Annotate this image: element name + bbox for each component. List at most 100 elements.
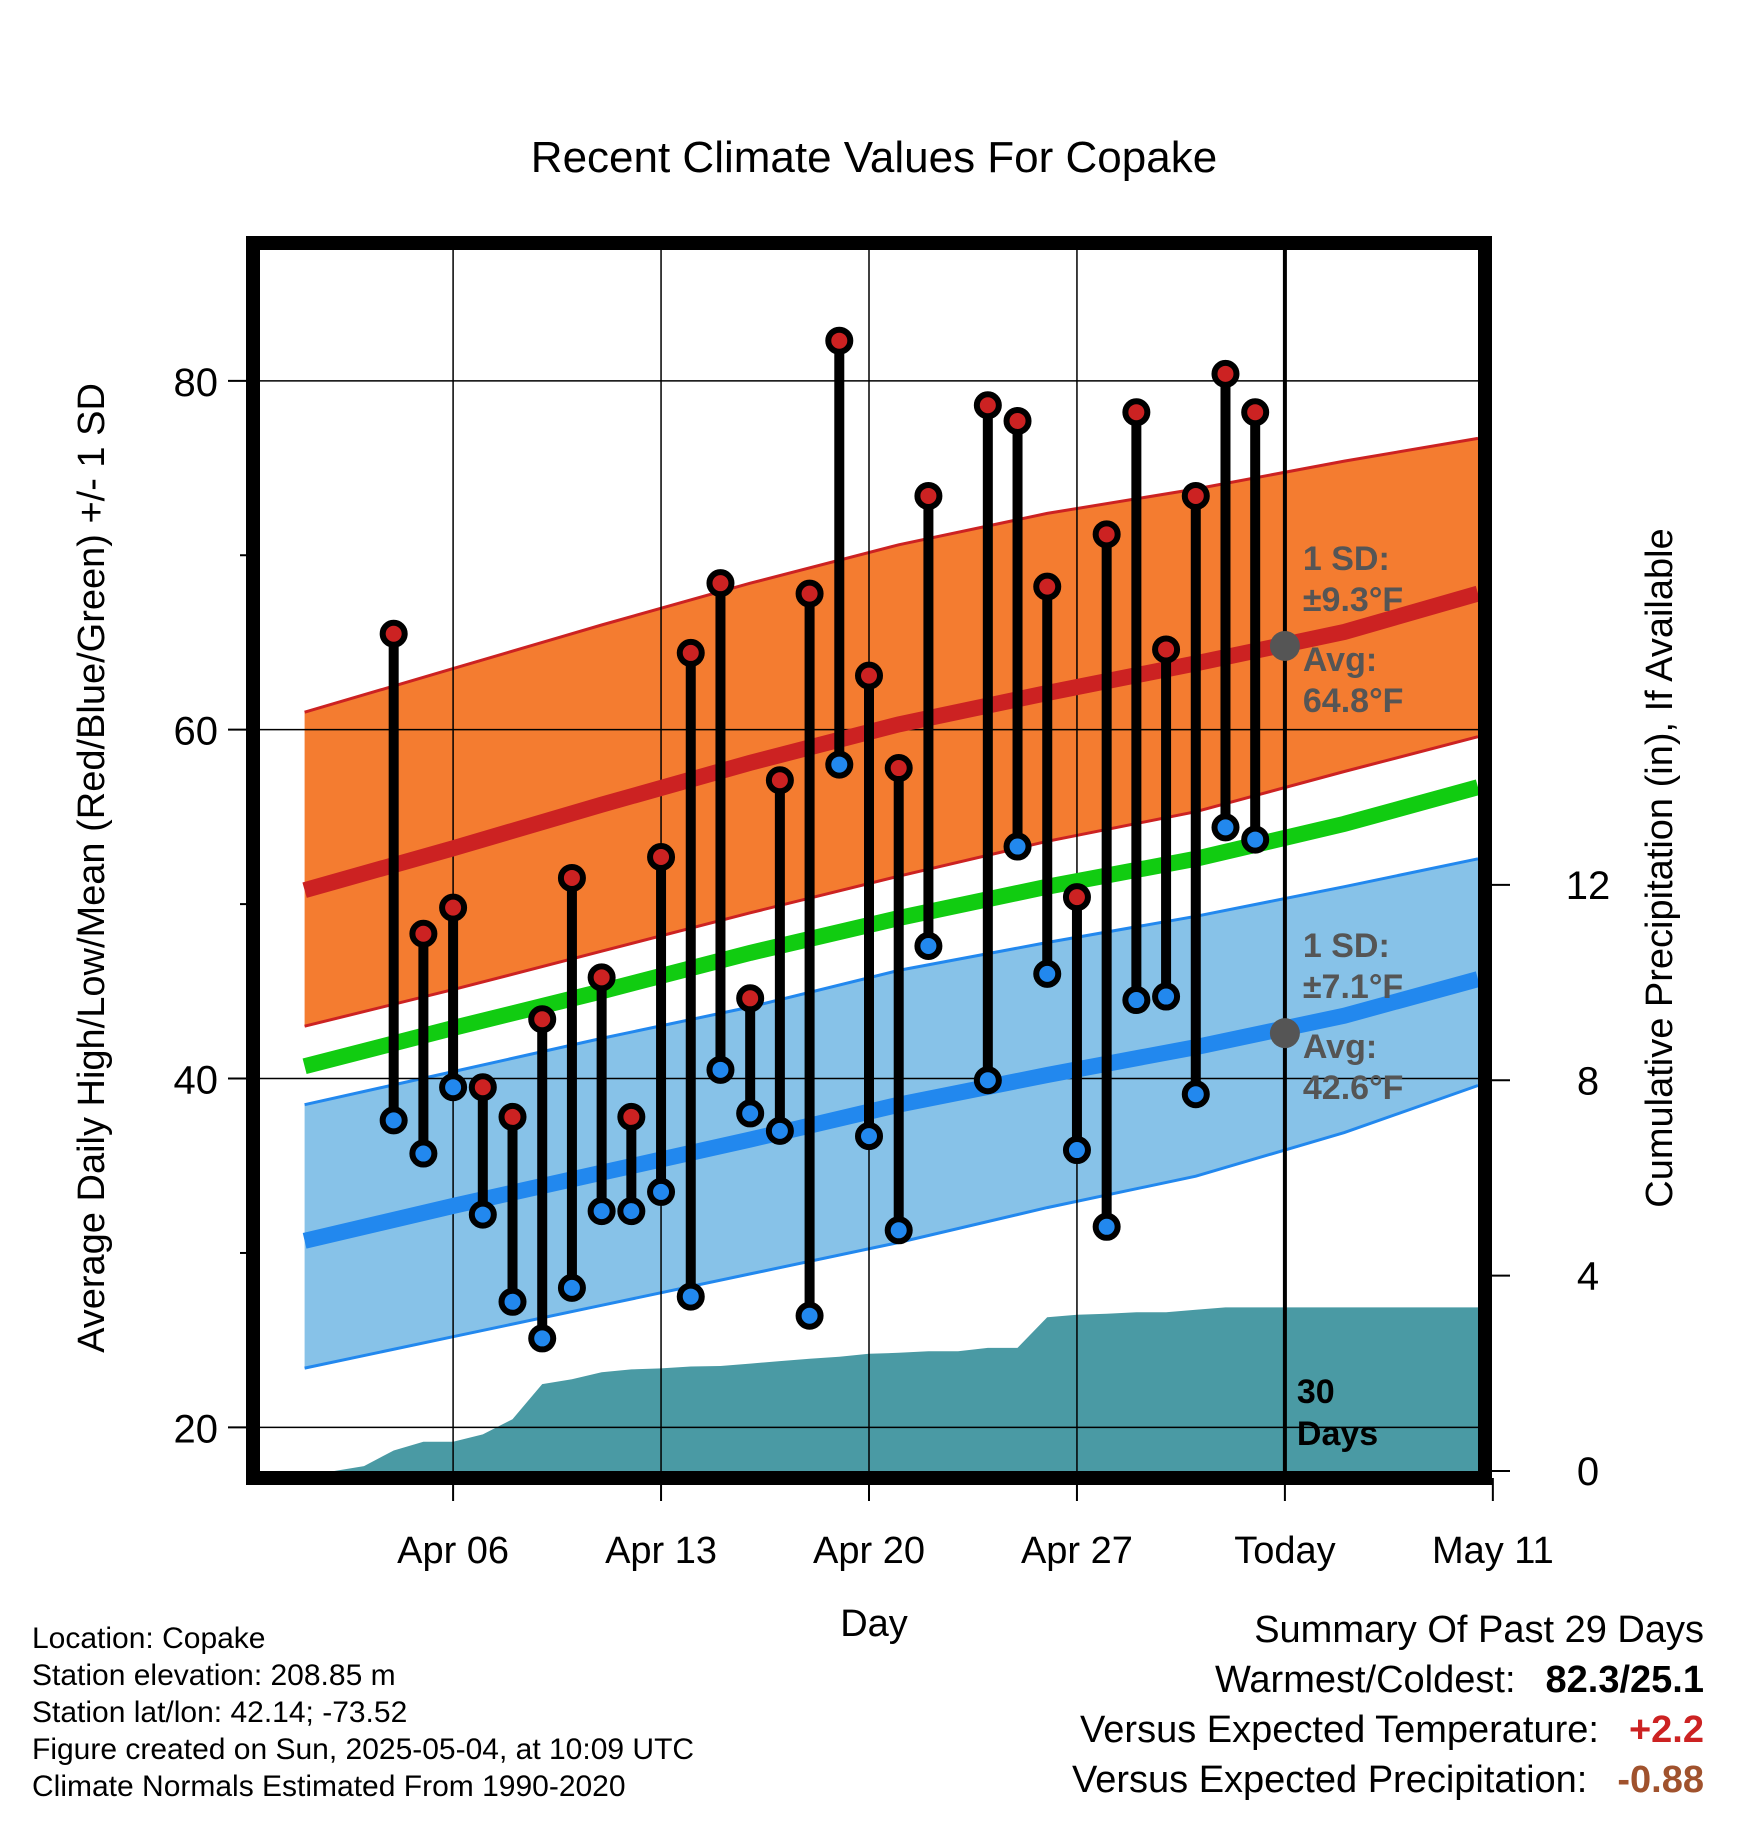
- daily-high-point: [528, 1005, 557, 1034]
- daily-high-point: [736, 984, 765, 1013]
- daily-high-point: [1241, 398, 1270, 427]
- high-avg-value: 64.8°F: [1303, 682, 1404, 720]
- y-tick-label: 60: [174, 710, 219, 754]
- daily-high-point: [587, 963, 616, 992]
- high-avg-title: Avg:: [1303, 641, 1377, 679]
- daily-high-point: [1033, 572, 1062, 601]
- x-axis-label: Day: [840, 1603, 908, 1645]
- daily-high-point: [706, 569, 735, 598]
- station-info: Location: Copake Station elevation: 208.…: [32, 1620, 694, 1805]
- daily-high-point: [1122, 398, 1151, 427]
- daily-high-point: [409, 919, 438, 948]
- high-avg-marker: [1269, 630, 1300, 661]
- daily-high-point: [647, 843, 676, 872]
- daily-low-point: [647, 1177, 676, 1206]
- high-sd-upper-line: [304, 436, 1479, 714]
- daily-low-point: [468, 1200, 497, 1229]
- daily-low-point: [1211, 813, 1240, 842]
- daily-low-point: [617, 1197, 646, 1226]
- daily-high-point: [825, 326, 854, 355]
- y-tick-label: 80: [174, 361, 219, 405]
- daily-low-point: [1241, 825, 1270, 854]
- daily-high-point: [1181, 481, 1210, 510]
- warmest-label: Warmest/Coldest:: [1214, 1659, 1516, 1701]
- daily-low-point: [1062, 1136, 1091, 1165]
- daily-low-point: [855, 1122, 883, 1151]
- daily-high-point: [1211, 359, 1240, 388]
- daily-high-point: [617, 1102, 646, 1131]
- daily-low-point: [884, 1216, 913, 1245]
- daily-low-point: [706, 1055, 735, 1084]
- daily-high-point: [498, 1102, 527, 1131]
- daily-low-point: [379, 1106, 408, 1135]
- daily-low-point: [914, 931, 943, 960]
- daily-low-point: [409, 1139, 438, 1168]
- x-tick-label: Today: [1234, 1530, 1335, 1572]
- summary-temp-row: Versus Expected Temperature: +2.2: [1072, 1705, 1704, 1755]
- daily-low-point: [795, 1301, 824, 1330]
- daily-high-point: [379, 619, 408, 648]
- low-sd-value: ±7.1°F: [1303, 968, 1403, 1006]
- station-location: Location: Copake: [32, 1622, 266, 1655]
- y-tick-label: 20: [174, 1407, 219, 1451]
- x-tick-label: Apr 20: [813, 1530, 925, 1572]
- high-sd-title: 1 SD:: [1303, 540, 1390, 578]
- x-tick-label: Apr 13: [605, 1530, 717, 1572]
- y2-tick-label: 4: [1577, 1255, 1599, 1299]
- daily-high-point: [468, 1073, 497, 1102]
- warmest-value: 82.3/25.1: [1545, 1659, 1704, 1701]
- y2-tick-label: 12: [1566, 864, 1611, 908]
- low-avg-title: Avg:: [1303, 1028, 1377, 1066]
- daily-low-point: [1152, 982, 1181, 1011]
- summary-warmest-row: Warmest/Coldest: 82.3/25.1: [1072, 1655, 1704, 1705]
- daily-low-point: [439, 1073, 468, 1102]
- x-tick-label: May 11: [1432, 1530, 1554, 1572]
- y-axis-label: Average Daily High/Low/Mean (Red/Blue/Gr…: [71, 383, 113, 1353]
- daily-high-point: [439, 893, 468, 922]
- cumulative-precip-area: [334, 1307, 1478, 1471]
- y2-axis-label: Cumulative Precipitation (in), If Availa…: [1639, 528, 1681, 1207]
- climate-normals-note: Climate Normals Estimated From 1990-2020: [32, 1770, 626, 1803]
- y-tick-label: 40: [174, 1059, 219, 1103]
- low-avg-value: 42.6°F: [1303, 1069, 1404, 1107]
- daily-low-point: [765, 1116, 794, 1145]
- temp-label: Versus Expected Temperature:: [1080, 1709, 1599, 1751]
- daily-high-point: [884, 754, 913, 783]
- summary-title: Summary Of Past 29 Days: [1254, 1609, 1704, 1651]
- precip-label: Versus Expected Precipitation:: [1071, 1759, 1588, 1801]
- temp-value: +2.2: [1628, 1709, 1704, 1751]
- daily-high-point: [1152, 635, 1181, 664]
- station-latlon: Station lat/lon: 42.14; -73.52: [32, 1696, 408, 1729]
- daily-low-point: [973, 1066, 1002, 1095]
- daily-low-point: [1092, 1212, 1121, 1241]
- chart-title: Recent Climate Values For Copake: [531, 133, 1217, 182]
- y2-tick-label: 8: [1577, 1059, 1599, 1103]
- daily-low-point: [1003, 832, 1032, 861]
- x-tick-label: Apr 27: [1021, 1530, 1133, 1572]
- x-tick-label: Apr 06: [397, 1530, 509, 1572]
- daily-low-point: [1181, 1080, 1210, 1109]
- daily-low-point: [676, 1282, 705, 1311]
- high-sd-value: ±9.3°F: [1303, 581, 1403, 619]
- daily-high-point: [914, 481, 943, 510]
- daily-low-point: [1033, 959, 1062, 988]
- precip-value: -0.88: [1617, 1759, 1704, 1801]
- daily-high-point: [1062, 883, 1091, 912]
- low-sd-title: 1 SD:: [1303, 927, 1390, 965]
- daily-high-point: [973, 391, 1002, 420]
- daily-high-point: [855, 661, 883, 690]
- daily-low-point: [1122, 986, 1151, 1015]
- daily-low-point: [528, 1324, 557, 1353]
- station-elevation: Station elevation: 208.85 m: [32, 1659, 396, 1692]
- summary-precip-row: Versus Expected Precipitation: -0.88: [1072, 1755, 1704, 1805]
- low-avg-marker: [1269, 1018, 1300, 1049]
- figure-created: Figure created on Sun, 2025-05-04, at 10…: [32, 1733, 695, 1766]
- daily-low-point: [736, 1099, 765, 1128]
- y2-tick-label: 0: [1577, 1450, 1599, 1494]
- daily-low-point: [587, 1197, 616, 1226]
- daily-low-point: [825, 750, 854, 779]
- daily-high-point: [676, 638, 705, 667]
- window-label-number: 30: [1297, 1373, 1335, 1411]
- daily-low-point: [557, 1273, 586, 1302]
- window-label-unit: Days: [1297, 1415, 1378, 1453]
